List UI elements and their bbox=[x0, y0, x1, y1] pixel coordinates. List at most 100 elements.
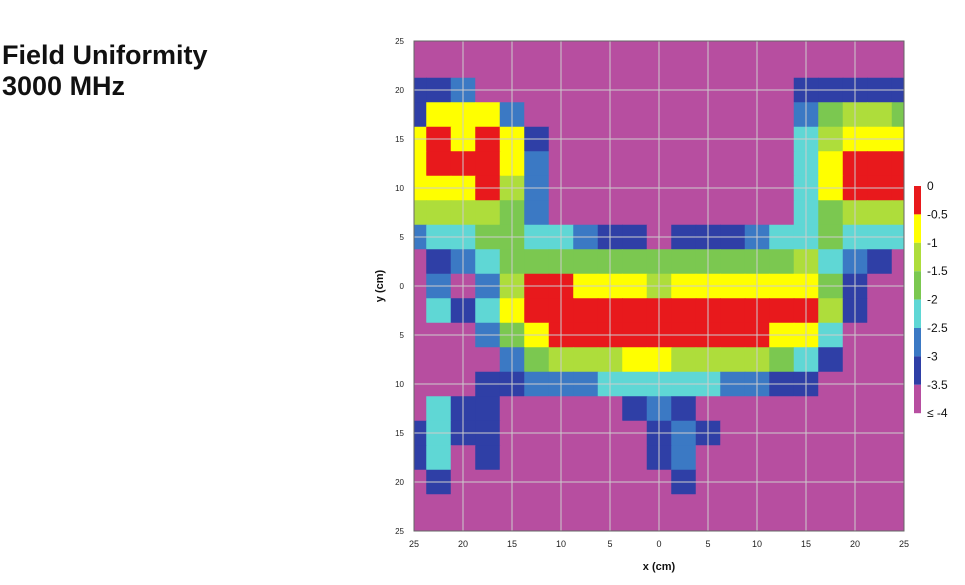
heatmap-cell bbox=[818, 41, 844, 54]
heatmap-cell bbox=[414, 151, 427, 177]
heatmap-cell bbox=[622, 445, 648, 471]
heatmap-cell bbox=[475, 347, 501, 373]
heatmap-cell bbox=[867, 53, 893, 79]
heatmap-cell bbox=[891, 518, 904, 531]
heatmap-cell bbox=[769, 347, 795, 373]
heatmap-cell bbox=[573, 102, 599, 128]
heatmap-cell bbox=[475, 41, 501, 54]
colorbar-label: -1 bbox=[927, 236, 938, 250]
heatmap-cell bbox=[475, 494, 501, 520]
heatmap-cell bbox=[573, 151, 599, 177]
heatmap-cell bbox=[720, 445, 746, 471]
heatmap-cell bbox=[671, 494, 697, 520]
heatmap-cell bbox=[622, 151, 648, 177]
colorbar-swatch bbox=[914, 214, 921, 243]
heatmap-cell bbox=[671, 41, 697, 54]
heatmap-cell bbox=[524, 249, 550, 275]
heatmap-cell bbox=[720, 298, 746, 324]
heatmap-cell bbox=[769, 494, 795, 520]
heatmap-cell bbox=[573, 494, 599, 520]
colorbar-label: 0 bbox=[927, 179, 934, 193]
colorbar-swatch bbox=[914, 384, 921, 414]
heatmap-cell bbox=[818, 396, 844, 422]
plot-frame bbox=[413, 40, 905, 532]
colorbar-label: -2 bbox=[927, 293, 938, 307]
colorbar-legend: 0 -0.5 -1 -1.5 -2 -2.5 -3 -3.5 ≤ -4 bbox=[914, 179, 948, 420]
heatmap-cell bbox=[426, 200, 452, 226]
heatmap-cell bbox=[426, 347, 452, 373]
heatmap-cell bbox=[414, 102, 427, 128]
heatmap-cell bbox=[867, 347, 893, 373]
heatmap-cell bbox=[524, 102, 550, 128]
x-tick-label: 15 bbox=[801, 539, 811, 549]
y-tick-label: 25 bbox=[395, 37, 404, 46]
heatmap-cell bbox=[573, 53, 599, 79]
heatmap-cell bbox=[720, 249, 746, 275]
heatmap-cell bbox=[573, 347, 599, 373]
heatmap-cell bbox=[671, 298, 697, 324]
heatmap-cell bbox=[426, 53, 452, 79]
heatmap-cell bbox=[414, 298, 427, 324]
heatmap-cell bbox=[622, 298, 648, 324]
heatmap-cell bbox=[414, 200, 427, 226]
heatmap-cell bbox=[524, 151, 550, 177]
y-axis-label: y (cm) bbox=[374, 269, 386, 302]
heatmap-cell bbox=[818, 102, 844, 128]
x-tick-label: 0 bbox=[656, 539, 661, 549]
heatmap-cell bbox=[818, 151, 844, 177]
y-tick-label: 25 bbox=[395, 527, 404, 536]
heatmap-cell bbox=[867, 102, 893, 128]
heatmap-cell bbox=[573, 396, 599, 422]
heatmap-cell bbox=[720, 518, 746, 531]
heatmap-cell bbox=[867, 396, 893, 422]
heatmap-cell bbox=[671, 151, 697, 177]
heatmap-cell bbox=[671, 102, 697, 128]
x-tick-label: 10 bbox=[556, 539, 566, 549]
colorbar-swatch bbox=[914, 356, 921, 385]
heatmap-cell bbox=[622, 200, 648, 226]
heatmap-cell bbox=[524, 445, 550, 471]
heatmap-cell bbox=[622, 53, 648, 79]
x-axis-label: x (cm) bbox=[643, 561, 676, 573]
heatmap-cell bbox=[891, 347, 904, 373]
colorbar-swatch bbox=[914, 299, 921, 328]
heatmap-cell bbox=[524, 494, 550, 520]
y-tick-label: 20 bbox=[395, 478, 404, 487]
heatmap-cell bbox=[671, 200, 697, 226]
heatmap-cell bbox=[818, 347, 844, 373]
heatmap-cell bbox=[524, 41, 550, 54]
heatmap-cell bbox=[671, 53, 697, 79]
heatmap-cell bbox=[622, 494, 648, 520]
heatmap-cell bbox=[671, 347, 697, 373]
heatmap-cell bbox=[891, 102, 904, 128]
heatmap-cell bbox=[891, 445, 904, 471]
heatmap-cell bbox=[769, 53, 795, 79]
heatmap-cell bbox=[867, 151, 893, 177]
y-tick-label: 5 bbox=[400, 233, 405, 242]
heatmap-cell bbox=[622, 41, 648, 54]
heatmap-cell bbox=[573, 445, 599, 471]
heatmap-cell bbox=[573, 41, 599, 54]
heatmap-cell bbox=[573, 298, 599, 324]
grid-lines bbox=[414, 41, 904, 531]
heatmap-cell bbox=[475, 298, 501, 324]
heatmap-cell bbox=[891, 494, 904, 520]
colorbar-label: -2.5 bbox=[927, 321, 948, 335]
heatmap-cell bbox=[671, 249, 697, 275]
colorbar-label: -0.5 bbox=[927, 207, 948, 221]
y-tick-label: 15 bbox=[395, 429, 404, 438]
heatmap-cell bbox=[891, 298, 904, 324]
heatmap-cell bbox=[414, 396, 427, 422]
y-tick-label: 0 bbox=[400, 282, 405, 291]
heatmap-cell bbox=[524, 347, 550, 373]
heatmap-cell bbox=[426, 494, 452, 520]
heatmap-cell bbox=[426, 41, 452, 54]
heatmap-cell bbox=[414, 445, 427, 471]
x-tick-label: 10 bbox=[752, 539, 762, 549]
heatmap-cell bbox=[769, 102, 795, 128]
heatmap-cell bbox=[524, 518, 550, 531]
heatmap-cell bbox=[867, 445, 893, 471]
heatmap-cell bbox=[475, 518, 501, 531]
y-tick-labels: 25 20 15 10 5 0 5 10 15 20 25 bbox=[395, 37, 404, 536]
